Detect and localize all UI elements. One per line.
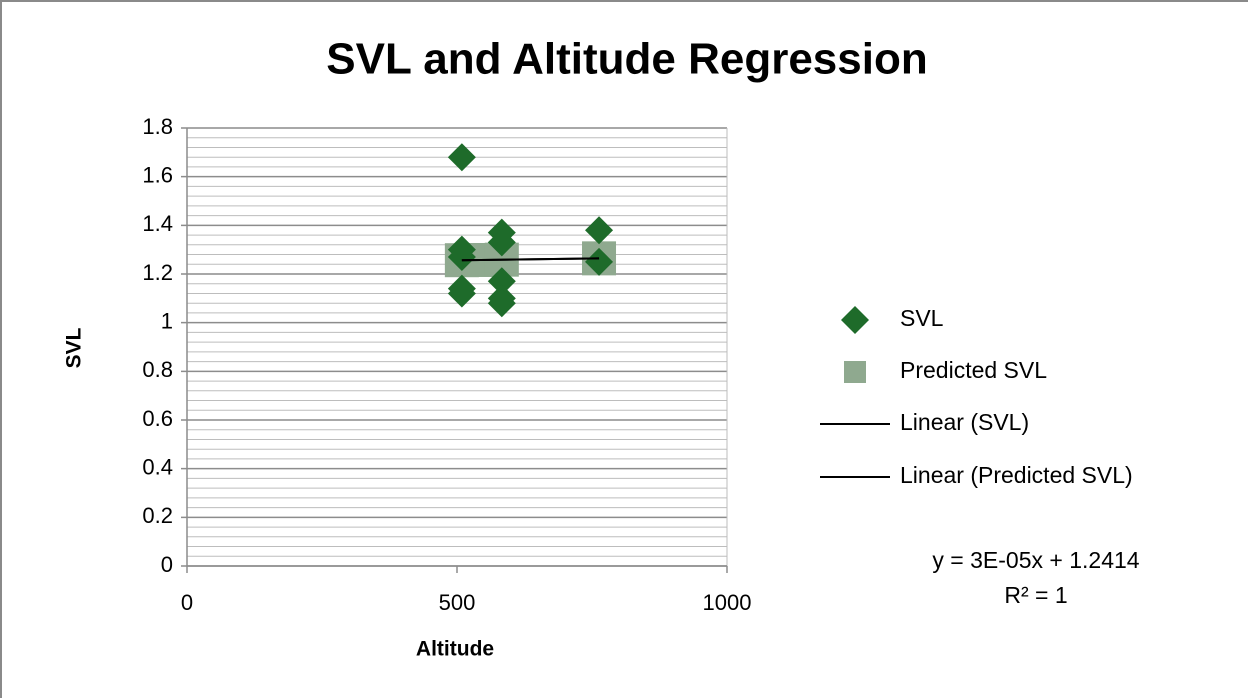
legend-label: SVL [900, 305, 944, 331]
x-tick-label: 0 [181, 590, 193, 615]
point [447, 242, 476, 271]
legend-label: Linear (SVL) [900, 409, 1029, 435]
chart-title: SVL and Altitude Regression [326, 35, 927, 84]
point [487, 228, 516, 257]
legend-label: Linear (Predicted SVL) [900, 462, 1133, 488]
trend-r-squared: R² = 1 [1004, 582, 1067, 608]
point [487, 267, 516, 296]
point [447, 143, 476, 172]
y-tick-label: 0.4 [142, 454, 173, 479]
point [585, 247, 614, 276]
y-tick-label: 0.2 [142, 503, 173, 528]
legend-label: Predicted SVL [900, 357, 1047, 383]
trend-equation: y = 3E-05x + 1.2414 [932, 547, 1139, 573]
x-tick-label: 500 [439, 590, 476, 615]
point [585, 216, 614, 245]
y-axis-label: SVL [63, 327, 86, 368]
legend-marker [841, 306, 869, 334]
point [487, 289, 516, 318]
y-tick-label: 0 [161, 552, 173, 577]
x-tick-label: 1000 [703, 590, 752, 615]
y-tick-label: 0.8 [142, 357, 173, 382]
y-tick-label: 1.2 [142, 260, 173, 285]
y-tick-label: 0.6 [142, 406, 173, 431]
legend-marker [844, 361, 866, 383]
y-tick-label: 1.8 [142, 114, 173, 139]
trend-line [461, 257, 600, 262]
point [447, 279, 476, 308]
y-tick-label: 1.6 [142, 162, 173, 187]
y-tick-label: 1.4 [142, 211, 173, 236]
y-tick-label: 1 [161, 308, 173, 333]
x-axis-label: Altitude [416, 638, 494, 661]
